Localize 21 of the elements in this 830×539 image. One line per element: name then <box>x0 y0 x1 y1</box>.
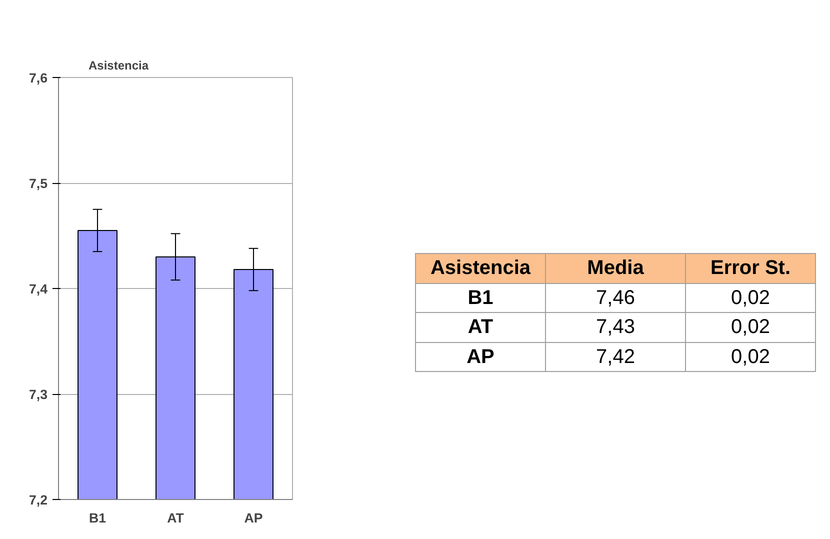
text: 0,02 <box>686 312 816 342</box>
category-label: AP <box>466 346 494 368</box>
text: 0,02 <box>686 342 816 372</box>
x-tick-label: B1 <box>88 510 107 526</box>
text: 7,46 <box>546 283 686 313</box>
category-label: B1 <box>468 286 494 309</box>
y-tick-label: 7,5 <box>28 176 48 191</box>
text: 7,42 <box>546 342 686 372</box>
y-tick-label: 7,6 <box>28 70 48 86</box>
x-tick-label: AP <box>244 510 263 526</box>
text: 7,43 <box>546 312 686 342</box>
chart-title: Asistencia <box>88 58 149 72</box>
y-tick-label: 7,4 <box>28 282 48 296</box>
x-tick-label: AT <box>167 510 184 526</box>
text: Media <box>546 254 686 284</box>
text: 0,02 <box>686 283 816 313</box>
y-tick-label: 7,3 <box>28 387 48 402</box>
category-label: AT <box>468 316 494 338</box>
text: Asistencia <box>416 254 546 284</box>
y-tick-label: 7,2 <box>28 492 48 508</box>
text: Error St. <box>686 254 816 284</box>
